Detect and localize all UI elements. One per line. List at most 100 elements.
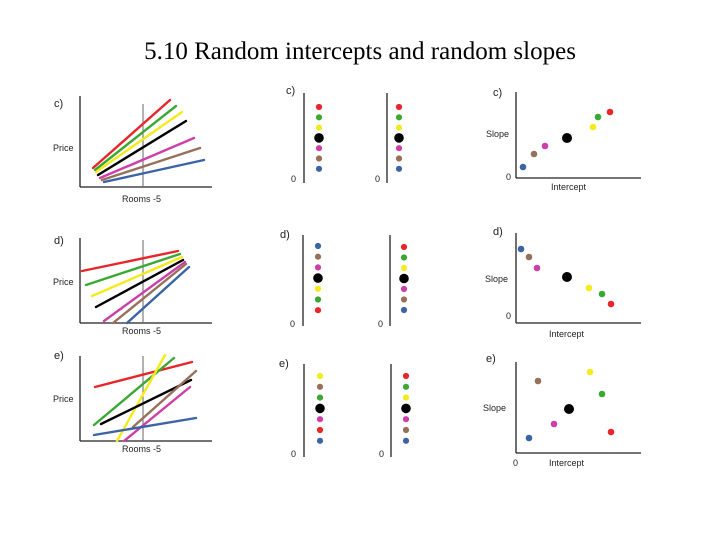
x-axis-label: Intercept [549,458,585,468]
intercept-strip-d: d) 0 [280,229,323,329]
point-green [594,113,602,121]
slope-strip-e: 0 [379,364,411,459]
dot-blue [402,437,410,444]
point-red [607,428,615,436]
line-black [96,119,188,177]
line-green [93,104,178,172]
panel-label: e) [279,358,289,370]
zero-label: 0 [513,458,518,468]
dot-brown [400,296,408,303]
dot-green [395,114,403,121]
zero-label: 0 [375,174,380,184]
y-axis-label: Price [53,394,74,404]
dot-brown [316,383,324,390]
dot-yellow [402,394,410,401]
dot-black [314,133,324,143]
y-axis-label: Price [53,143,74,153]
scatter-plot-d: d) Slope 0 Intercept [485,226,641,339]
dot-blue [400,306,408,314]
dot-yellow [314,285,322,292]
point-green [598,390,606,398]
dot-blue [395,165,403,172]
x-axis-label: Rooms -5 [122,326,161,336]
dot-red [315,103,323,111]
point-black [562,272,572,282]
dot-magenta [316,416,324,423]
line-green [92,356,176,427]
line-plot-e: e) Price Rooms -5 [53,350,212,454]
line-yellow [94,110,184,174]
line-blue [92,416,198,437]
x-axis-label: Intercept [551,182,587,192]
dot-green [316,394,324,401]
line-red [93,360,194,389]
dot-yellow [400,264,408,272]
dot-brown [402,426,410,434]
point-red [607,300,615,308]
dot-green [400,254,408,261]
x-axis-label: Intercept [549,329,585,339]
dot-red [316,426,324,434]
dot-magenta [402,416,410,423]
point-magenta [533,264,541,272]
dot-green [315,114,323,121]
line-brown [131,369,198,429]
point-blue [525,434,533,442]
dot-red [400,243,408,251]
zero-label: 0 [291,449,296,459]
dot-yellow [315,124,323,131]
zero-label: 0 [291,174,296,184]
line-blue [125,265,191,325]
dot-yellow [395,124,403,131]
line-green [84,252,182,287]
point-brown [530,150,538,158]
dot-magenta [400,285,408,293]
point-magenta [550,420,558,428]
x-axis-label: Rooms -5 [122,444,161,454]
dot-black [401,403,411,414]
y-axis-label: Slope [486,129,509,139]
dot-green [314,296,322,303]
row-e: e) Price Rooms -5 e) 0 0 e) Sl [53,350,641,468]
point-green [598,290,606,298]
y-axis-label: Slope [485,274,508,284]
line-brown [111,262,188,325]
line-red [80,249,180,273]
dot-blue [315,165,323,172]
dot-black [315,403,325,414]
line-yellow [90,255,184,298]
dot-blue [316,437,324,444]
panel-label: d) [493,226,503,238]
point-yellow [589,123,597,131]
scatter-plot-c: c) Slope 0 Intercept [486,87,641,192]
dot-red [314,307,322,314]
point-magenta [541,142,549,150]
panel-label: e) [486,353,496,365]
point-brown [525,253,533,261]
line-magenta [122,385,192,443]
line-magenta [102,260,187,323]
point-blue [519,163,527,171]
panel-label: c) [54,98,63,110]
intercept-strip-c: c) 0 [286,85,324,184]
slope-strip-c: 0 [375,93,404,184]
zero-label: 0 [379,449,384,459]
line-plot-c: c) Price Rooms -5 [53,96,212,204]
point-black [562,133,572,143]
zero-label: 0 [506,172,511,182]
zero-label: 0 [506,311,511,321]
row-d: d) Price Rooms -5 d) 0 0 d) Sl [53,226,641,339]
dot-red [395,103,403,111]
panel-label: d) [54,235,64,247]
zero-label: 0 [378,319,383,329]
slide-title: 5.10 Random intercepts and random slopes [144,38,576,65]
dot-green [402,383,410,390]
point-black [564,404,574,414]
panel-label: d) [280,229,290,241]
point-blue [517,245,525,253]
line-red [91,98,172,170]
point-yellow [585,284,593,292]
dot-yellow [316,372,324,380]
panel-label: c) [286,85,295,97]
